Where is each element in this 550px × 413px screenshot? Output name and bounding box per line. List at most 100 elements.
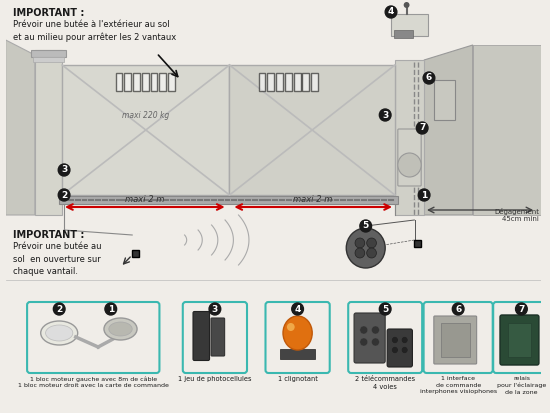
- Text: 1 clignotant: 1 clignotant: [278, 376, 317, 382]
- Text: relais
pour l'éclairage
de la zone: relais pour l'éclairage de la zone: [497, 376, 546, 395]
- FancyBboxPatch shape: [424, 302, 493, 373]
- Circle shape: [355, 248, 365, 258]
- Text: maxi 2 m: maxi 2 m: [125, 195, 164, 204]
- FancyBboxPatch shape: [434, 316, 477, 364]
- Circle shape: [379, 303, 391, 315]
- Text: 1 interface
de commande
interphones visiophones: 1 interface de commande interphones visi…: [420, 376, 497, 394]
- Text: 3: 3: [61, 166, 67, 175]
- Text: 2: 2: [61, 190, 67, 199]
- Text: 7: 7: [518, 304, 525, 313]
- Text: 1 bloc moteur gauche avec 8m de câble
1 bloc moteur droit avec la carte de comma: 1 bloc moteur gauche avec 8m de câble 1 …: [18, 376, 169, 388]
- FancyBboxPatch shape: [183, 302, 247, 373]
- Circle shape: [58, 189, 70, 201]
- Text: 4: 4: [388, 7, 394, 17]
- Polygon shape: [62, 65, 229, 195]
- Polygon shape: [395, 60, 424, 215]
- FancyBboxPatch shape: [211, 318, 224, 356]
- FancyBboxPatch shape: [258, 73, 266, 91]
- Ellipse shape: [287, 323, 295, 331]
- FancyBboxPatch shape: [348, 302, 422, 373]
- FancyBboxPatch shape: [311, 73, 318, 91]
- Text: maxi 2 m: maxi 2 m: [294, 195, 333, 204]
- Text: IMPORTANT :: IMPORTANT :: [13, 8, 85, 18]
- Text: 2: 2: [56, 304, 62, 313]
- Circle shape: [452, 303, 464, 315]
- FancyBboxPatch shape: [434, 80, 455, 120]
- FancyBboxPatch shape: [302, 73, 309, 91]
- Text: maxi 220 kg: maxi 220 kg: [122, 111, 169, 119]
- Ellipse shape: [109, 322, 132, 336]
- Circle shape: [418, 189, 430, 201]
- Circle shape: [367, 248, 376, 258]
- FancyBboxPatch shape: [276, 73, 283, 91]
- FancyBboxPatch shape: [398, 129, 421, 186]
- FancyBboxPatch shape: [354, 313, 385, 363]
- Text: 1: 1: [421, 190, 427, 199]
- Text: Prévoir une butée au
sol  en ouverture sur
chaque vantail.: Prévoir une butée au sol en ouverture su…: [13, 242, 102, 276]
- Circle shape: [392, 347, 398, 354]
- Circle shape: [385, 6, 397, 18]
- Polygon shape: [424, 45, 473, 215]
- FancyBboxPatch shape: [266, 302, 329, 373]
- Text: Prévoir une butée à l'extérieur au sol
et au milieu pour arrêter les 2 vantaux: Prévoir une butée à l'extérieur au sol e…: [13, 20, 177, 42]
- Circle shape: [346, 228, 385, 268]
- Circle shape: [209, 303, 221, 315]
- Circle shape: [360, 338, 367, 346]
- Circle shape: [105, 303, 117, 315]
- FancyBboxPatch shape: [414, 240, 421, 247]
- Circle shape: [53, 303, 65, 315]
- Circle shape: [423, 72, 435, 84]
- FancyBboxPatch shape: [285, 73, 292, 91]
- FancyBboxPatch shape: [394, 30, 414, 38]
- FancyBboxPatch shape: [151, 73, 157, 91]
- Text: IMPORTANT :: IMPORTANT :: [13, 230, 85, 240]
- FancyBboxPatch shape: [124, 73, 131, 91]
- Ellipse shape: [104, 318, 137, 340]
- Circle shape: [372, 338, 379, 346]
- FancyBboxPatch shape: [294, 73, 300, 91]
- Circle shape: [292, 303, 304, 315]
- FancyBboxPatch shape: [441, 323, 470, 357]
- FancyBboxPatch shape: [193, 311, 210, 361]
- Polygon shape: [33, 57, 64, 62]
- Circle shape: [367, 238, 376, 248]
- FancyBboxPatch shape: [391, 14, 428, 36]
- Text: 6: 6: [455, 304, 461, 313]
- FancyBboxPatch shape: [59, 196, 398, 204]
- Ellipse shape: [46, 325, 73, 341]
- Polygon shape: [6, 40, 35, 215]
- Text: 5: 5: [362, 221, 369, 230]
- Circle shape: [355, 238, 365, 248]
- FancyBboxPatch shape: [493, 302, 549, 373]
- FancyBboxPatch shape: [500, 315, 539, 365]
- Text: 1 jeu de photocellules: 1 jeu de photocellules: [178, 376, 252, 382]
- Circle shape: [58, 164, 70, 176]
- Circle shape: [360, 326, 367, 334]
- Circle shape: [404, 2, 410, 8]
- Circle shape: [392, 337, 398, 344]
- Circle shape: [402, 347, 408, 354]
- Polygon shape: [473, 45, 541, 215]
- Text: 3: 3: [212, 304, 218, 313]
- Text: 2 télécommandes
4 voies: 2 télécommandes 4 voies: [355, 376, 415, 390]
- Polygon shape: [31, 50, 66, 57]
- Ellipse shape: [283, 316, 312, 350]
- Text: Dégagement
45cm mini: Dégagement 45cm mini: [494, 208, 539, 222]
- FancyBboxPatch shape: [142, 73, 148, 91]
- FancyBboxPatch shape: [133, 73, 140, 91]
- Polygon shape: [229, 65, 395, 195]
- Circle shape: [379, 109, 391, 121]
- FancyBboxPatch shape: [132, 250, 139, 257]
- FancyBboxPatch shape: [508, 323, 531, 357]
- FancyBboxPatch shape: [267, 73, 274, 91]
- Text: 5: 5: [382, 304, 388, 313]
- Circle shape: [398, 153, 421, 177]
- Text: 7: 7: [419, 123, 425, 133]
- Text: 1: 1: [108, 304, 114, 313]
- FancyBboxPatch shape: [168, 73, 175, 91]
- Polygon shape: [35, 50, 62, 215]
- FancyBboxPatch shape: [116, 73, 123, 91]
- FancyBboxPatch shape: [27, 302, 159, 373]
- Text: 6: 6: [426, 74, 432, 83]
- FancyBboxPatch shape: [280, 349, 315, 359]
